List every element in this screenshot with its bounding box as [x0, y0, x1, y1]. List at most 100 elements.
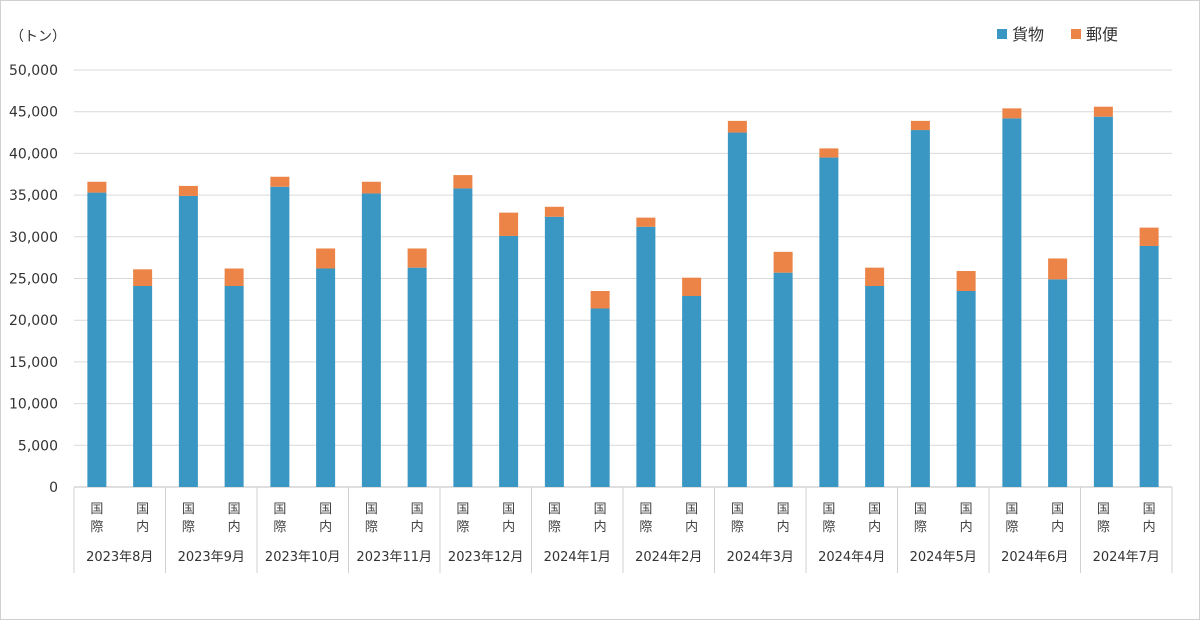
legend-swatch-cargo	[997, 29, 1007, 39]
bar-mail	[544, 206, 564, 217]
bar-cargo	[590, 308, 610, 487]
x-subcategory-label: 際	[822, 520, 835, 535]
bar-cargo	[865, 286, 885, 487]
x-subcategory-label: 国	[731, 502, 744, 517]
x-subcategory-label: 内	[777, 519, 790, 535]
y-tick-label: 0	[49, 480, 58, 496]
bar-mail	[270, 176, 290, 187]
x-month-label: 2024年3月	[727, 550, 794, 565]
bar-cargo	[361, 193, 381, 487]
x-subcategory-label: 際	[914, 520, 927, 535]
bar-mail	[316, 248, 336, 269]
x-subcategory-label: 国	[960, 502, 973, 517]
bar-cargo	[87, 192, 107, 487]
x-subcategory-label: 内	[502, 519, 515, 535]
bar-mail	[1002, 108, 1022, 119]
bar-mail	[407, 248, 427, 268]
bar-mail	[773, 251, 793, 273]
bar-mail	[224, 268, 244, 287]
x-subcategory-label: 国	[594, 502, 607, 517]
bar-mail	[361, 181, 381, 194]
bar-cargo	[499, 235, 519, 487]
y-tick-label: 20,000	[9, 313, 58, 329]
x-subcategory-label: 際	[456, 520, 469, 535]
legend-label-cargo: 貨物	[1012, 25, 1044, 44]
y-tick-label: 5,000	[18, 438, 58, 454]
x-subcategory-label: 国	[822, 502, 835, 517]
bars	[87, 106, 1159, 488]
x-subcategory-label: 際	[365, 520, 378, 535]
x-subcategory-label: 国	[319, 502, 332, 517]
x-subcategory-label: 際	[273, 520, 286, 535]
bar-mail	[590, 291, 610, 309]
y-tick-label: 25,000	[9, 272, 58, 288]
bar-cargo	[910, 130, 930, 487]
bar-cargo	[407, 267, 427, 487]
x-subcategory-label: 内	[319, 519, 332, 535]
bar-cargo	[270, 186, 290, 487]
bar-cargo	[178, 195, 198, 487]
x-subcategory-label: 際	[639, 520, 652, 535]
bar-cargo	[1093, 116, 1113, 487]
bar-cargo	[224, 286, 244, 487]
x-subcategory-label: 内	[868, 519, 881, 535]
x-subcategory-label: 国	[411, 502, 424, 517]
bar-cargo	[453, 188, 473, 488]
x-subcategory-label: 際	[182, 520, 195, 535]
x-subcategory-label: 際	[548, 520, 561, 535]
x-subcategory-label: 内	[228, 519, 241, 535]
bar-mail	[956, 270, 976, 292]
bar-cargo	[636, 226, 656, 488]
bar-mail	[499, 212, 519, 236]
x-subcategory-label: 国	[1005, 502, 1018, 517]
y-tick-label: 40,000	[9, 146, 58, 162]
bar-mail	[1048, 258, 1068, 280]
x-subcategory-label: 内	[136, 519, 149, 535]
x-subcategory-label: 際	[731, 520, 744, 535]
bar-mail	[133, 269, 153, 287]
legend: 貨物 郵便	[997, 25, 1118, 44]
bar-mail	[1093, 106, 1113, 117]
y-axis: 0 5,000 10,000 15,000 20,000 25,000 30,000 35,0…	[9, 63, 58, 496]
x-subcategory-label: 国	[777, 502, 790, 517]
y-tick-label: 50,000	[9, 63, 58, 79]
x-subcategory-label: 際	[1097, 520, 1110, 535]
x-month-label: 2023年9月	[178, 550, 245, 565]
x-subcategory-label: 内	[960, 519, 973, 535]
x-month-label: 2024年6月	[1001, 550, 1068, 565]
bar-mail	[178, 185, 198, 196]
x-month-label: 2024年5月	[910, 550, 977, 565]
x-subcategory-label: 内	[411, 519, 424, 535]
bar-mail	[910, 120, 930, 131]
y-tick-label: 45,000	[9, 105, 58, 121]
x-subcategory-label: 内	[594, 519, 607, 535]
x-subcategory-label: 国	[1051, 502, 1064, 517]
x-subcategory-label: 国	[456, 502, 469, 517]
x-month-label: 2023年10月	[265, 550, 341, 565]
bar-mail	[87, 181, 107, 193]
bar-cargo	[956, 291, 976, 487]
x-subcategory-label: 内	[685, 519, 698, 535]
x-subcategory-label: 国	[1097, 502, 1110, 517]
bar-cargo	[819, 157, 839, 487]
bar-cargo	[1139, 245, 1159, 487]
x-subcategory-label: 国	[90, 502, 103, 517]
x-subcategory-label: 国	[365, 502, 378, 517]
x-subcategory-label: 国	[914, 502, 927, 517]
x-subcategory-label: 国	[182, 502, 195, 517]
bar-cargo	[544, 216, 564, 487]
bar-mail	[1139, 227, 1159, 246]
x-month-label: 2024年4月	[818, 550, 885, 565]
x-subcategory-label: 内	[1051, 519, 1064, 535]
bar-cargo	[316, 268, 336, 487]
x-subcategory-label: 国	[868, 502, 881, 517]
y-tick-label: 15,000	[9, 355, 58, 371]
x-subcategory-label: 国	[502, 502, 515, 517]
x-month-label: 2024年2月	[635, 550, 702, 565]
x-month-label: 2023年8月	[86, 550, 153, 565]
x-subcategory-label: 際	[1005, 520, 1018, 535]
x-month-label: 2023年12月	[448, 550, 524, 565]
bar-mail	[636, 217, 656, 227]
x-subcategory-label: 国	[639, 502, 652, 517]
